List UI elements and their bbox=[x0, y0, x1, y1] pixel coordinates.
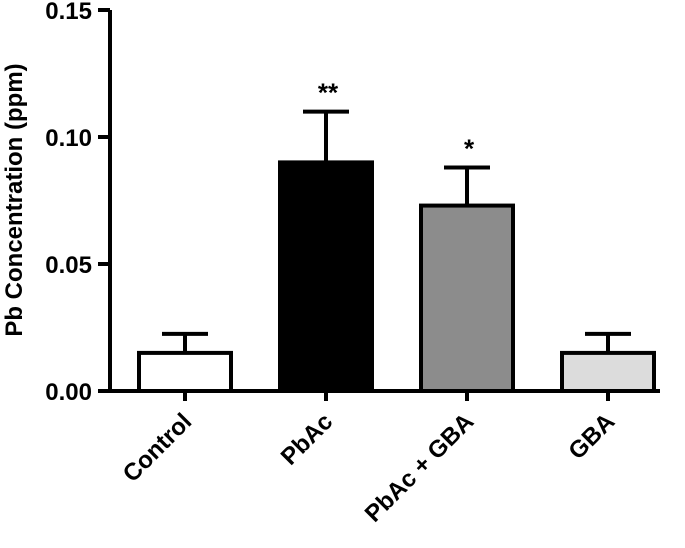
error-bars bbox=[162, 109, 631, 353]
bar-pbac bbox=[278, 160, 374, 393]
bars bbox=[137, 160, 656, 393]
y-tick-label: 0.15 bbox=[45, 0, 92, 25]
x-tick-label: PbAc + GBA bbox=[360, 408, 480, 528]
significance-marker: ** bbox=[318, 78, 339, 108]
x-tick-label: PbAc bbox=[276, 408, 338, 470]
y-tick-label: 0.00 bbox=[45, 379, 92, 406]
y-tick-label: 0.05 bbox=[45, 252, 92, 279]
significance-marker: * bbox=[464, 133, 475, 163]
y-tick-label: 0.10 bbox=[45, 125, 92, 152]
bar-control bbox=[137, 350, 233, 393]
significance-markers: *** bbox=[318, 78, 475, 164]
x-tick-label: GBA bbox=[563, 408, 620, 465]
tick-labels: Control PbAc PbAc + GBA GBA bbox=[118, 408, 620, 528]
y-axis-label: Pb Concentration (ppm) bbox=[1, 63, 28, 336]
bar-pbac-gba bbox=[419, 203, 515, 393]
bar-gba bbox=[560, 350, 656, 393]
x-tick-label: Control bbox=[118, 408, 197, 487]
